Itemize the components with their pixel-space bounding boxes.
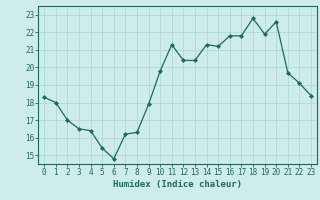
X-axis label: Humidex (Indice chaleur): Humidex (Indice chaleur) bbox=[113, 180, 242, 189]
